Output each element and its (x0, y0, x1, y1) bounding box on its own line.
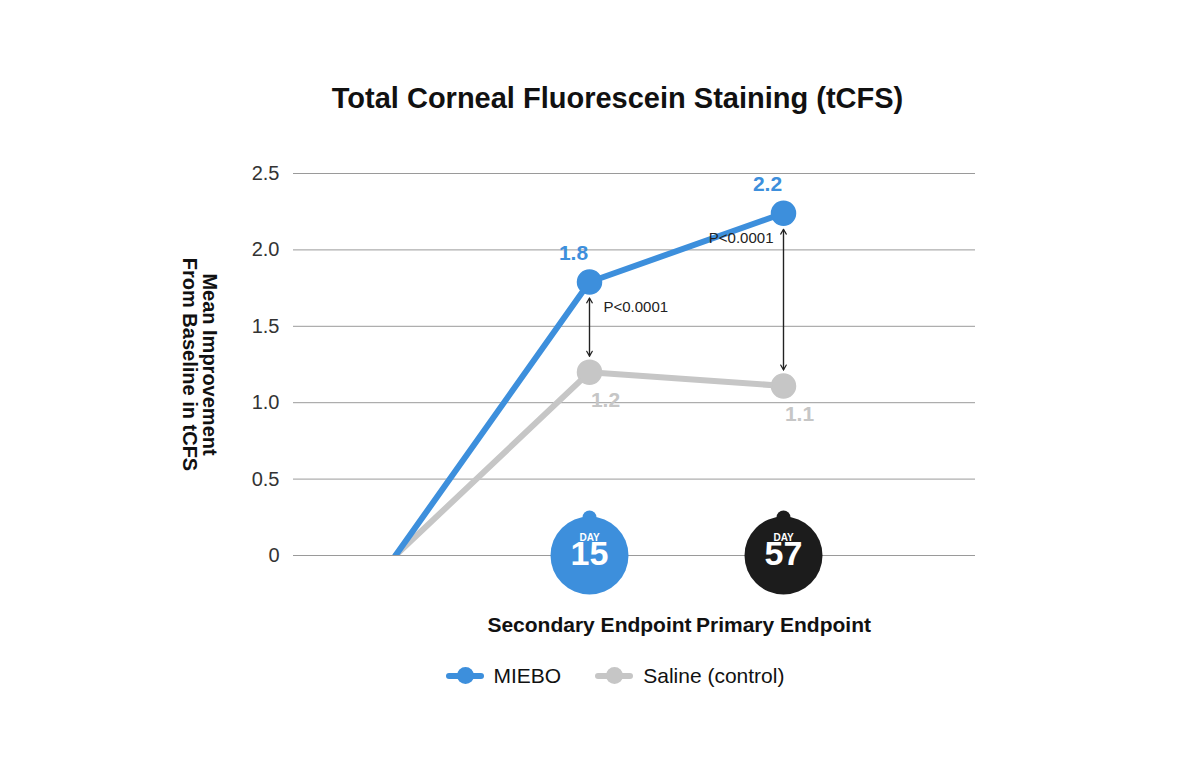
svg-text:15: 15 (571, 534, 609, 572)
svg-text:Primary Endpoint: Primary Endpoint (696, 613, 871, 636)
svg-text:2.0: 2.0 (252, 238, 280, 260)
svg-text:2.5: 2.5 (252, 162, 280, 184)
svg-text:1.2: 1.2 (591, 388, 620, 411)
svg-text:0: 0 (268, 544, 279, 566)
svg-text:1.0: 1.0 (252, 391, 280, 413)
svg-text:57: 57 (765, 534, 803, 572)
svg-text:2.2: 2.2 (753, 172, 782, 195)
svg-text:1.8: 1.8 (559, 241, 589, 264)
svg-text:1.1: 1.1 (785, 402, 815, 425)
html-text:Total Corneal Fluorescein Stai: Total Corneal Fluorescein Staining (tCFS… (331, 82, 904, 114)
svg-text:Mean ImprovementFrom Baseline: Mean ImprovementFrom Baseline in tCFS (179, 258, 221, 471)
svg-text:0.5: 0.5 (252, 468, 280, 490)
html-text:Saline (control): Saline (control) (643, 664, 785, 687)
svg-text:Secondary Endpoint: Secondary Endpoint (487, 613, 691, 636)
svg-text:1.5: 1.5 (252, 315, 280, 337)
html-text:MIEBO: MIEBO (493, 664, 562, 687)
svg-text:P<0.0001: P<0.0001 (709, 229, 774, 246)
svg-text:P<0.0001: P<0.0001 (604, 298, 669, 315)
